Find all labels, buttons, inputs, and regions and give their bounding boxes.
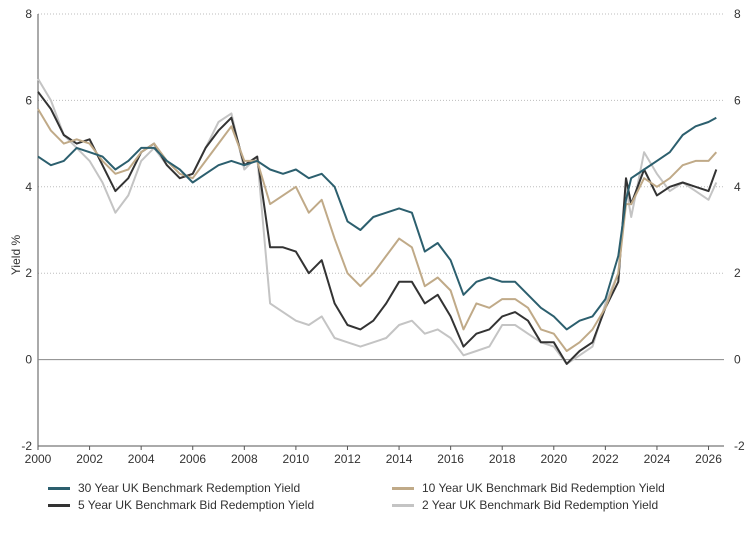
tick-labels: -2 -2 0 0 2 2 4 4 6 6 8 8 2000 2002 2004 2006 2008 2010 20…	[21, 7, 745, 466]
legend-item: 5 Year UK Benchmark Bid Redemption Yield	[48, 497, 314, 513]
y-tick-label-right: 8	[734, 7, 741, 21]
x-tick-label: 2022	[592, 452, 619, 466]
line-chart: -2 -2 0 0 2 2 4 4 6 6 8 8 2000 2002 2004 2006 2008 2010 20…	[9, 7, 745, 466]
x-tick-label: 2026	[695, 452, 722, 466]
y-tick-label-right: 4	[734, 180, 741, 194]
x-tick-label: 2020	[540, 452, 567, 466]
legend-label: 30 Year UK Benchmark Redemption Yield	[78, 481, 301, 495]
legend-swatch	[48, 486, 70, 490]
x-tick-label: 2006	[179, 452, 206, 466]
x-tick-label: 2000	[25, 452, 52, 466]
legend-label: 10 Year UK Benchmark Bid Redemption Yiel…	[422, 481, 665, 495]
y-tick-label-left: 8	[25, 7, 32, 21]
series-line	[37, 78, 718, 365]
series-line	[37, 108, 718, 352]
series-lines	[37, 78, 718, 365]
axes	[37, 14, 724, 450]
y-tick-label-right: 2	[734, 266, 741, 280]
y-tick-label-right: -2	[734, 439, 745, 453]
series-line	[37, 91, 718, 365]
y-tick-label-left: 6	[25, 93, 32, 107]
x-tick-label: 2004	[128, 452, 155, 466]
legend-item: 2 Year UK Benchmark Bid Redemption Yield	[392, 497, 658, 513]
y-tick-label-left: 0	[25, 353, 32, 367]
legend-label: 5 Year UK Benchmark Bid Redemption Yield	[78, 498, 315, 512]
y-tick-label-left: 2	[25, 266, 32, 280]
legend-swatch	[392, 486, 414, 490]
x-tick-label: 2002	[76, 452, 103, 466]
y-axis-label: Yield %	[9, 235, 23, 276]
legend-swatch	[392, 503, 414, 507]
series-line	[37, 116, 717, 331]
legend-label: 2 Year UK Benchmark Bid Redemption Yield	[422, 498, 659, 512]
y-tick-label-right: 0	[734, 353, 741, 367]
legend-item: 30 Year UK Benchmark Redemption Yield	[48, 480, 300, 496]
x-tick-label: 2014	[386, 452, 413, 466]
legend-swatch	[48, 503, 70, 507]
x-tick-label: 2008	[231, 452, 258, 466]
x-tick-label: 2024	[644, 452, 671, 466]
x-tick-label: 2012	[334, 452, 361, 466]
x-tick-label: 2018	[489, 452, 516, 466]
legend-item: 10 Year UK Benchmark Bid Redemption Yiel…	[392, 480, 665, 496]
y-tick-label-left: -2	[21, 439, 32, 453]
x-tick-label: 2010	[283, 452, 310, 466]
y-tick-label-right: 6	[734, 93, 741, 107]
y-tick-label-left: 4	[25, 180, 32, 194]
x-tick-label: 2016	[437, 452, 464, 466]
legend: 30 Year UK Benchmark Redemption Yield 10…	[0, 472, 752, 532]
grid-lines	[38, 13, 724, 274]
